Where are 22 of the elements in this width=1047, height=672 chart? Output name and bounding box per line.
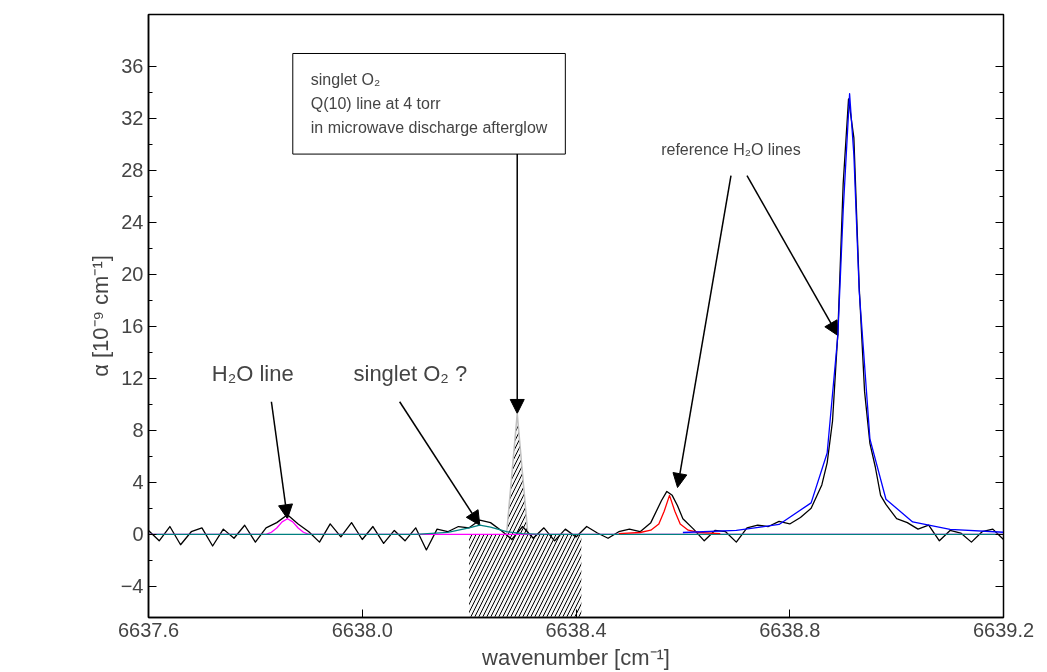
y-tick-label: 36 (121, 55, 144, 78)
y-tick-label: 16 (121, 315, 144, 338)
annotation: singlet O₂ Q(10) line at 4 torr in microwave discharge afterglow (310, 71, 548, 137)
y-tick-label: 12 (121, 367, 144, 390)
y-tick-label: −4 (120, 575, 144, 598)
x-tick-label: 6637.6 (117, 618, 180, 641)
y-tick-label: 28 (121, 159, 144, 182)
annotation: reference H₂O lines (661, 141, 801, 159)
y-tick-label: 0 (132, 523, 144, 546)
x-tick-label: 6638.8 (759, 618, 821, 641)
x-tick-label: 6638.4 (545, 618, 607, 641)
y-tick-label: 8 (132, 419, 144, 442)
annotation: singlet O₂ ? (353, 360, 468, 386)
y-tick-label: 32 (121, 107, 144, 130)
x-tick-label: 6638.0 (331, 618, 393, 641)
x-tick-label: 6639.2 (972, 618, 1035, 641)
y-tick-label: 24 (121, 211, 144, 234)
y-axis-title: α [10⁻⁹ cm⁻¹] (87, 255, 113, 377)
x-axis-title: wavenumber [cm⁻¹] (481, 644, 670, 670)
y-tick-label: 20 (121, 263, 144, 286)
annotation: H₂O line (211, 360, 294, 386)
y-tick-label: 4 (132, 471, 144, 494)
